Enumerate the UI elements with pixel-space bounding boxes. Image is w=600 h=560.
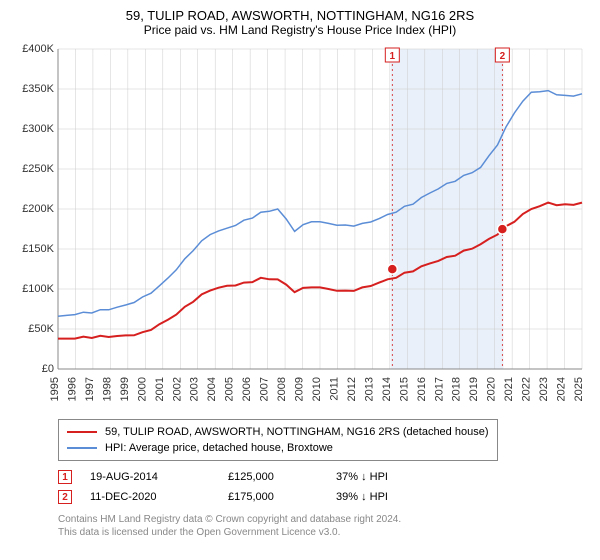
svg-text:£50K: £50K [28, 323, 54, 335]
sale-price: £175,000 [228, 491, 318, 503]
table-row: 2 11-DEC-2020 £175,000 39% ↓ HPI [58, 487, 590, 507]
sale-marker-icon: 1 [58, 470, 72, 484]
sales-table: 1 19-AUG-2014 £125,000 37% ↓ HPI 2 11-DE… [58, 467, 590, 507]
sale-marker-icon: 2 [58, 490, 72, 504]
svg-text:2016: 2016 [416, 377, 428, 401]
svg-text:2005: 2005 [224, 377, 236, 401]
chart-subtitle: Price paid vs. HM Land Registry's House … [10, 23, 590, 37]
sale-diff: 37% ↓ HPI [336, 471, 436, 483]
footer-line: Contains HM Land Registry data © Crown c… [58, 513, 590, 526]
svg-text:1996: 1996 [66, 377, 78, 401]
svg-text:£350K: £350K [22, 83, 54, 95]
svg-text:2021: 2021 [503, 377, 515, 401]
svg-text:£0: £0 [42, 363, 54, 375]
svg-text:£250K: £250K [22, 163, 54, 175]
svg-text:2023: 2023 [538, 377, 550, 401]
svg-text:1997: 1997 [84, 377, 96, 401]
line-chart: £0 £50K £100K £150K £200K £250K £300K £350K £400… [10, 43, 590, 413]
svg-text:2003: 2003 [189, 377, 201, 401]
legend-swatch [67, 431, 97, 433]
svg-text:2025: 2025 [573, 377, 585, 401]
svg-text:2006: 2006 [241, 377, 253, 401]
svg-text:2000: 2000 [136, 377, 148, 401]
legend-item: 59, TULIP ROAD, AWSWORTH, NOTTINGHAM, NG… [67, 424, 489, 440]
svg-text:£300K: £300K [22, 123, 54, 135]
svg-text:2019: 2019 [468, 377, 480, 401]
legend-label: 59, TULIP ROAD, AWSWORTH, NOTTINGHAM, NG… [105, 426, 489, 438]
sale-price: £125,000 [228, 471, 318, 483]
sale-date: 19-AUG-2014 [90, 471, 210, 483]
svg-text:£400K: £400K [22, 43, 54, 55]
chart-title: 59, TULIP ROAD, AWSWORTH, NOTTINGHAM, NG… [10, 8, 590, 23]
svg-text:2012: 2012 [346, 377, 358, 401]
legend: 59, TULIP ROAD, AWSWORTH, NOTTINGHAM, NG… [58, 419, 498, 461]
chart-container: 59, TULIP ROAD, AWSWORTH, NOTTINGHAM, NG… [0, 0, 600, 547]
svg-text:2008: 2008 [276, 377, 288, 401]
svg-text:2011: 2011 [328, 377, 340, 401]
svg-text:£100K: £100K [22, 283, 54, 295]
legend-item: HPI: Average price, detached house, Brox… [67, 440, 489, 456]
svg-text:£150K: £150K [22, 243, 54, 255]
sale-diff: 39% ↓ HPI [336, 491, 436, 503]
svg-text:2010: 2010 [311, 377, 323, 401]
svg-text:2007: 2007 [259, 377, 271, 401]
legend-swatch [67, 447, 97, 449]
svg-text:£200K: £200K [22, 203, 54, 215]
svg-text:2018: 2018 [451, 377, 463, 401]
svg-text:2024: 2024 [556, 377, 568, 401]
svg-text:2015: 2015 [398, 377, 410, 401]
svg-text:2020: 2020 [486, 377, 498, 401]
svg-text:1999: 1999 [119, 377, 131, 401]
svg-text:2002: 2002 [171, 377, 183, 401]
sale-date: 11-DEC-2020 [90, 491, 210, 503]
legend-label: HPI: Average price, detached house, Brox… [105, 442, 333, 454]
svg-text:2009: 2009 [294, 377, 306, 401]
svg-text:1: 1 [390, 51, 396, 62]
svg-text:2014: 2014 [381, 377, 393, 401]
svg-text:1998: 1998 [101, 377, 113, 401]
footer-attribution: Contains HM Land Registry data © Crown c… [58, 513, 590, 539]
svg-text:2001: 2001 [154, 377, 166, 401]
svg-text:2004: 2004 [206, 377, 218, 401]
svg-text:2017: 2017 [433, 377, 445, 401]
footer-line: This data is licensed under the Open Gov… [58, 526, 590, 539]
svg-text:2: 2 [500, 51, 506, 62]
svg-text:2022: 2022 [521, 377, 533, 401]
table-row: 1 19-AUG-2014 £125,000 37% ↓ HPI [58, 467, 590, 487]
svg-text:2013: 2013 [363, 377, 375, 401]
svg-text:1995: 1995 [49, 377, 61, 401]
